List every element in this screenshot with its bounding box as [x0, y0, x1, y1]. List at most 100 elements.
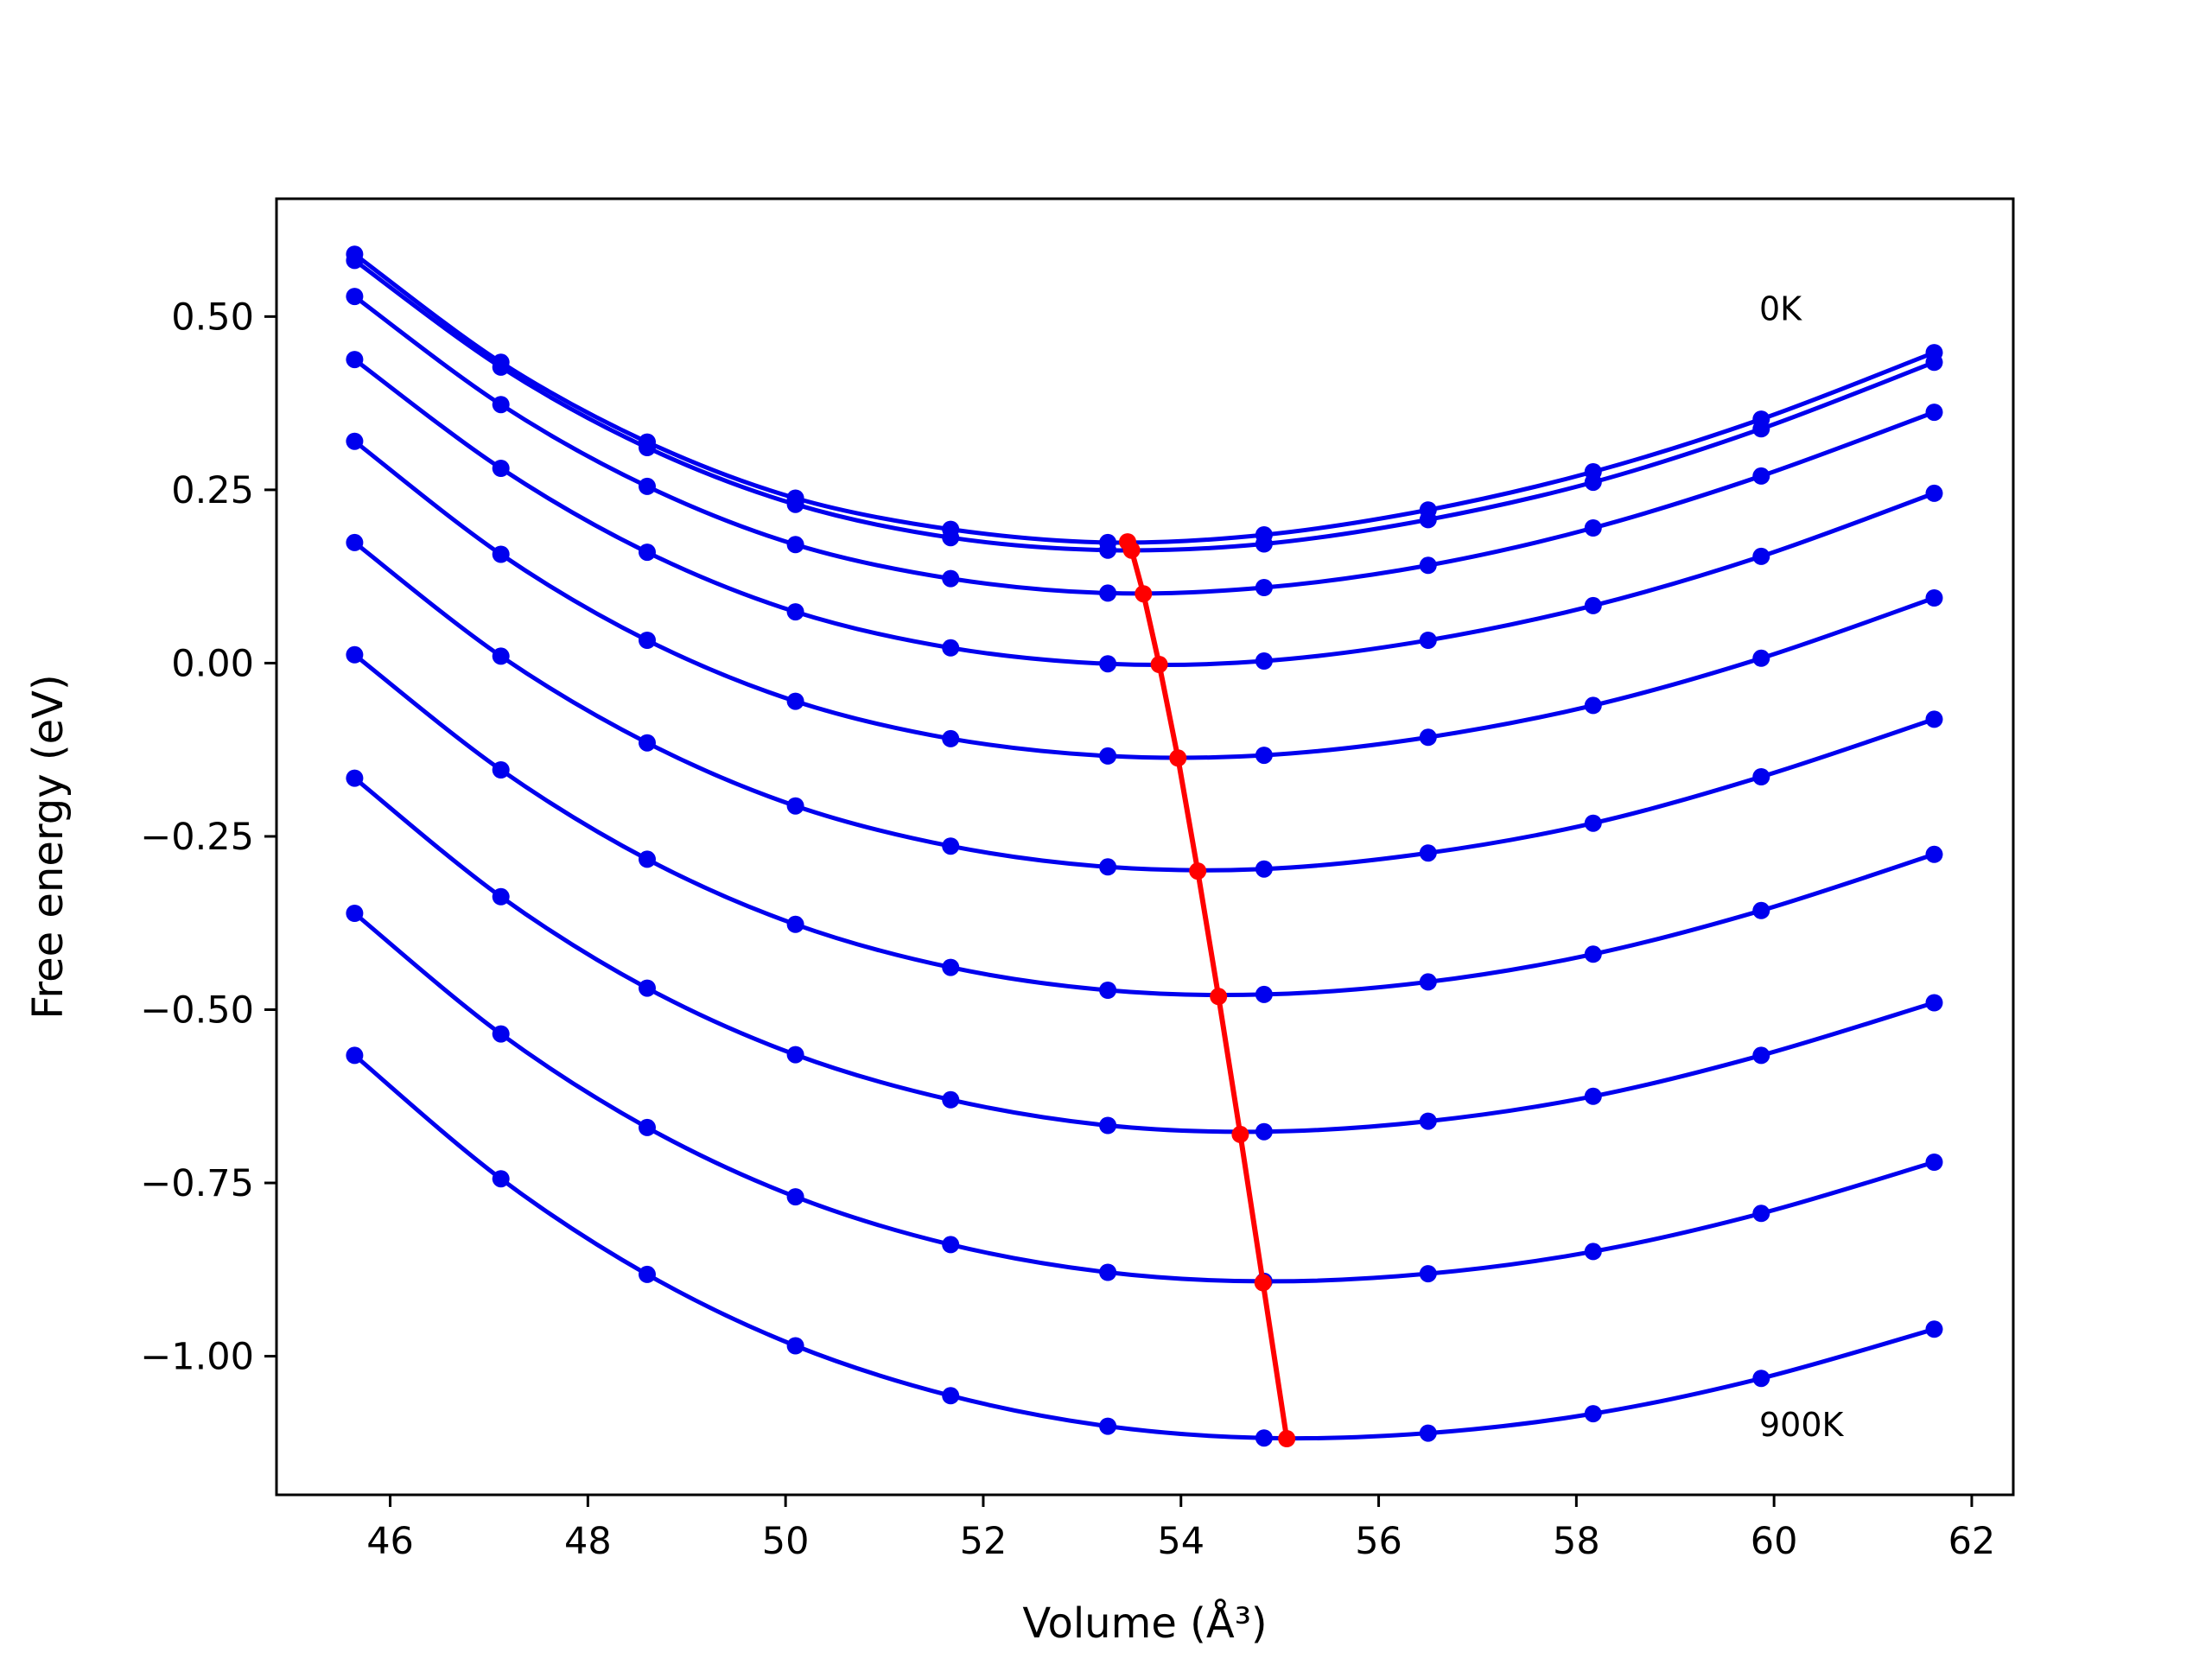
x-axis-title: Volume (Å³) [1022, 1599, 1267, 1648]
series-2-point-4 [942, 569, 960, 588]
series-4-point-6 [1255, 747, 1273, 765]
series-7-point-8 [1584, 1087, 1602, 1105]
minima-point-9 [1278, 1430, 1296, 1447]
minima-layer [1119, 533, 1296, 1447]
series-4-point-5 [1099, 747, 1117, 765]
y-tick-label-1: 0.25 [171, 469, 254, 512]
series-9-point-2 [639, 1265, 656, 1283]
minima-point-6 [1210, 988, 1228, 1006]
series-3-point-6 [1255, 652, 1273, 670]
series-8-point-2 [639, 1118, 656, 1136]
series-1-point-0 [346, 251, 364, 270]
x-tick-label-0: 46 [366, 1520, 414, 1563]
series-4-point-3 [786, 692, 804, 710]
series-3-point-7 [1419, 632, 1437, 649]
series-1-point-4 [942, 529, 960, 547]
series-9-point-10 [1925, 1320, 1943, 1338]
series-1-point-1 [492, 358, 510, 376]
series-3-point-0 [346, 351, 364, 369]
series-8-point-0 [346, 905, 364, 922]
series-6-point-4 [942, 958, 960, 976]
x-tick-label-6: 58 [1553, 1520, 1600, 1563]
y-tick-label-5: −0.75 [140, 1162, 254, 1205]
series-6-point-0 [346, 645, 364, 664]
series-9-point-7 [1419, 1424, 1437, 1442]
series-5-point-7 [1419, 844, 1437, 862]
series-7-point-2 [639, 979, 656, 997]
series-1-point-2 [639, 439, 656, 456]
minima-point-5 [1189, 862, 1207, 880]
series-9-point-8 [1584, 1405, 1602, 1423]
series-3-point-8 [1584, 596, 1602, 614]
series-4-point-2 [639, 632, 656, 649]
x-tick-label-3: 52 [960, 1520, 1007, 1563]
series-5-point-10 [1925, 710, 1943, 728]
series-4-point-10 [1925, 589, 1943, 607]
series-6-point-6 [1255, 985, 1273, 1003]
series-8-point-1 [492, 1025, 510, 1043]
series-9-point-3 [786, 1337, 804, 1355]
series-6-point-9 [1752, 901, 1770, 919]
series-9-point-1 [492, 1170, 510, 1188]
tick-layer: 46 48 50 52 54 56 58 60 62 0.50 0.25 0.00 −0.25 −0.50… [140, 296, 1995, 1563]
series-7-point-10 [1925, 994, 1943, 1012]
minima-line [1125, 540, 1290, 1440]
series-2-point-6 [1255, 579, 1273, 596]
minima-point-4 [1169, 749, 1187, 767]
series-8-point-8 [1584, 1243, 1602, 1261]
series-5-point-8 [1584, 814, 1602, 832]
series-2-point-9 [1752, 467, 1770, 485]
series-8-point-4 [942, 1236, 960, 1254]
series-8-point-10 [1925, 1154, 1943, 1171]
series-4-point-9 [1752, 649, 1770, 667]
series-8-point-3 [786, 1188, 804, 1206]
x-tick-label-5: 56 [1355, 1520, 1402, 1563]
series-layer [346, 245, 1943, 1447]
series-5-point-9 [1752, 768, 1770, 785]
annotation-0k: 0K [1759, 289, 1802, 327]
series-1-point-8 [1584, 474, 1602, 492]
series-5-point-4 [942, 837, 960, 855]
minima-point-7 [1231, 1125, 1249, 1143]
series-6-point-5 [1099, 982, 1117, 999]
series-5-point-2 [639, 734, 656, 752]
series-1-point-10 [1925, 353, 1943, 372]
series-5-point-5 [1099, 858, 1117, 876]
series-3-point-10 [1925, 484, 1943, 502]
series-2-point-1 [492, 396, 510, 414]
series-3-point-4 [942, 639, 960, 657]
series-9-point-0 [346, 1046, 364, 1065]
series-3-point-9 [1752, 547, 1770, 565]
minima-point-2 [1135, 585, 1153, 603]
plot-frame [275, 197, 2015, 1497]
series-4-point-1 [492, 545, 510, 563]
series-6-point-3 [786, 915, 804, 933]
series-7-point-5 [1099, 1116, 1117, 1135]
y-axis-title: Free energy (eV) [24, 674, 73, 1019]
series-2-point-2 [639, 477, 656, 495]
series-8-point-7 [1419, 1265, 1437, 1283]
minima-point-1 [1122, 541, 1141, 559]
series-2-point-8 [1584, 519, 1602, 537]
series-2-point-10 [1925, 404, 1943, 422]
series-7-point-4 [942, 1090, 960, 1109]
series-6-point-2 [639, 850, 656, 868]
x-tick-label-4: 54 [1157, 1520, 1205, 1563]
y-tick-label-3: −0.25 [140, 816, 254, 859]
y-tick-label-2: 0.00 [171, 642, 254, 685]
series-5-point-1 [492, 647, 510, 665]
series-1-point-3 [786, 495, 804, 513]
series-6-point-1 [492, 761, 510, 779]
x-tick-label-2: 50 [762, 1520, 810, 1563]
series-3-point-1 [492, 460, 510, 477]
series-7-point-9 [1752, 1046, 1770, 1065]
series-3-point-3 [786, 603, 804, 621]
y-tick-label-6: −1.00 [140, 1336, 254, 1379]
series-1-point-9 [1752, 420, 1770, 438]
y-tick-label-4: −0.50 [140, 989, 254, 1033]
x-tick-label-1: 48 [564, 1520, 612, 1563]
minima-point-8 [1254, 1274, 1272, 1292]
series-7-point-0 [346, 769, 364, 787]
series-2-point-0 [346, 288, 364, 306]
